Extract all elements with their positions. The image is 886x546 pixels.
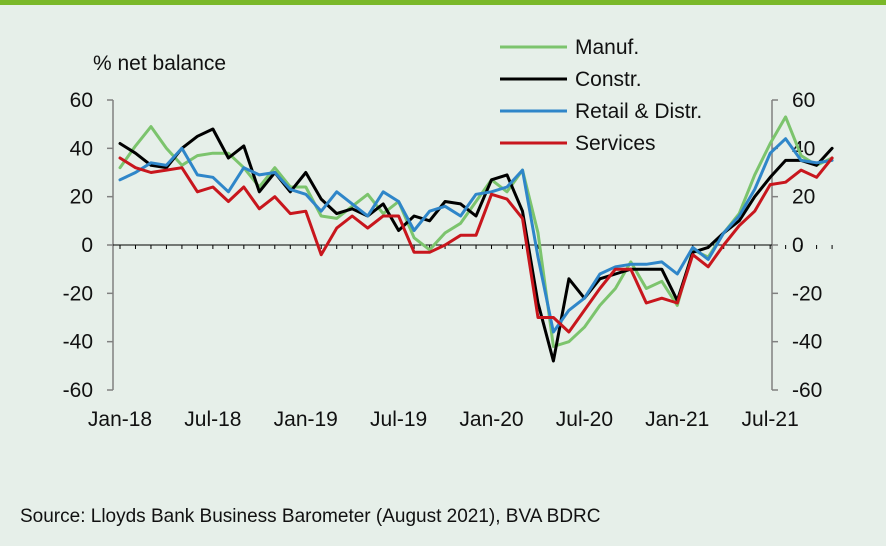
y-tick-label-right: 20 — [792, 186, 815, 209]
y-tick-label-left: 60 — [70, 89, 93, 112]
series-line-services — [118, 156, 834, 334]
legend-label-retail-distr: Retail & Distr. — [575, 100, 702, 123]
y-tick-label-left: 40 — [70, 137, 93, 160]
x-tick-label: Jul-19 — [370, 408, 427, 431]
y-tick-label-left: -20 — [63, 282, 93, 305]
x-tick-label: Jul-20 — [556, 408, 613, 431]
y-tick-label-right: 60 — [792, 89, 815, 112]
x-tick-label: Jan-20 — [459, 408, 523, 431]
series-line-constr — [118, 127, 834, 363]
x-tick-label: Jul-21 — [742, 408, 799, 431]
y-tick-label-right: -20 — [792, 282, 822, 305]
legend-label-manuf: Manuf. — [575, 36, 639, 59]
legend-label-constr: Constr. — [575, 68, 642, 91]
y-tick-label-left: 0 — [81, 234, 93, 257]
y-tick-label-left: -60 — [63, 379, 93, 402]
y-tick-label-left: -40 — [63, 331, 93, 354]
y-tick-label-right: 0 — [792, 234, 804, 257]
y-tick-label-left: 20 — [70, 186, 93, 209]
legend-label-services: Services — [575, 132, 656, 155]
y-tick-label-right: -60 — [792, 379, 822, 402]
y-axis-label: % net balance — [93, 52, 226, 75]
x-tick-label: Jan-21 — [645, 408, 709, 431]
x-tick-label: Jan-18 — [88, 408, 152, 431]
series-line-retail-distr — [118, 137, 834, 334]
source-note: Source: Lloyds Bank Business Barometer (… — [20, 506, 601, 527]
top-accent-bar — [0, 0, 886, 5]
x-tick-label: Jan-19 — [274, 408, 338, 431]
y-tick-label-right: -40 — [792, 331, 822, 354]
x-tick-label: Jul-18 — [184, 408, 241, 431]
